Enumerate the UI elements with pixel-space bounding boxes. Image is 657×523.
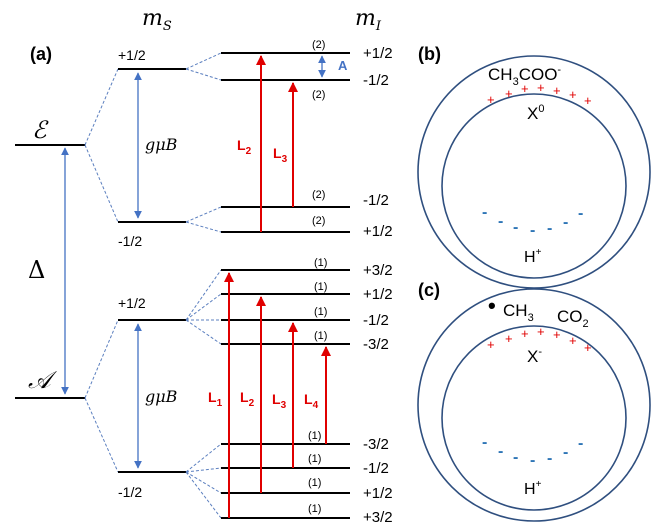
ring-outer-b [417, 55, 651, 289]
label-e: ℰ [32, 116, 49, 144]
mi-label-l7: +1/2 [363, 485, 393, 502]
label-a: 𝒜 [28, 366, 58, 394]
split-ms-2 [185, 206, 222, 233]
split-a [84, 319, 119, 473]
mi-label-l3: -1/2 [363, 312, 389, 329]
mi-label-l5: -3/2 [363, 436, 389, 453]
radical-dot-c: • [488, 293, 496, 318]
svg-text:+: + [584, 93, 592, 108]
svg-text:-: - [530, 222, 535, 239]
gmub-label-lower: gμB [145, 387, 178, 406]
svg-text:-: - [482, 204, 487, 221]
split-ms-3 [185, 269, 222, 345]
split-e [84, 68, 119, 223]
label-lower-l3: L3 [272, 391, 287, 411]
molecule-c-2: CO2 [557, 307, 589, 330]
mi-label-u3: -1/2 [363, 192, 389, 209]
mi-label-l4: -3/2 [363, 336, 389, 353]
svg-text:-: - [482, 434, 487, 451]
count-u1: (2) [312, 39, 325, 51]
minus-charges-b: - - - - - - - [482, 204, 583, 239]
bottom-label-c: H+ [524, 479, 542, 498]
count-l3: (1) [314, 306, 327, 318]
molecule-b: CH3COO- [488, 64, 561, 88]
ring-inner-c [441, 325, 627, 511]
ring-outer-c [417, 288, 651, 522]
count-l7: (1) [308, 477, 321, 489]
label-lower-l2: L2 [240, 389, 255, 409]
svg-text:+: + [553, 83, 561, 98]
svg-text:+: + [487, 337, 495, 352]
svg-text:+: + [569, 87, 577, 102]
svg-text:+: + [521, 81, 529, 96]
ms-label-upper-down: -1/2 [118, 233, 142, 249]
mi-header: mI [355, 6, 382, 34]
mi-label-u4: +1/2 [363, 223, 393, 240]
count-l1: (1) [314, 257, 327, 269]
svg-text:-: - [530, 452, 535, 469]
mi-label-u2: -1/2 [363, 72, 389, 89]
mi-label-l1: +3/2 [363, 262, 393, 279]
svg-text:-: - [578, 435, 583, 452]
svg-text:-: - [563, 214, 568, 231]
svg-text:+: + [505, 86, 513, 101]
svg-text:-: - [498, 213, 503, 230]
ms-label-upper-up: +1/2 [118, 47, 146, 63]
svg-text:-: - [547, 220, 552, 237]
panel-label-b: (b) [418, 44, 441, 64]
svg-text:-: - [498, 443, 503, 460]
label-lower-l4: L4 [304, 391, 319, 411]
svg-text:+: + [487, 92, 495, 107]
mi-label-l2: +1/2 [363, 286, 393, 303]
count-u3: (2) [312, 189, 325, 201]
svg-text:+: + [521, 326, 529, 341]
mi-label-l6: -1/2 [363, 460, 389, 477]
svg-text:+: + [537, 324, 545, 339]
count-u4: (2) [312, 215, 325, 227]
count-l2: (1) [314, 281, 327, 293]
ms-label-lower-down: -1/2 [118, 484, 142, 500]
molecule-c-1: CH3 [503, 301, 534, 324]
center-label-c: X- [527, 346, 542, 366]
label-lower-l1: L1 [208, 389, 223, 409]
count-l5: (1) [308, 430, 321, 442]
svg-text:-: - [513, 449, 518, 466]
split-ms-4 [185, 443, 222, 519]
bottom-label-b: H+ [524, 247, 542, 266]
panel-label-a: (a) [30, 44, 52, 64]
panel-label-c: (c) [418, 280, 440, 300]
ms-header: mS [142, 6, 172, 34]
plus-charges-b: + + + + + + + [487, 80, 592, 108]
svg-text:+: + [553, 327, 561, 342]
label-upper-l2: L2 [237, 137, 252, 157]
center-label-b: X0 [527, 103, 544, 123]
svg-text:-: - [563, 444, 568, 461]
ring-inner-b [441, 93, 627, 279]
label-upper-l3: L3 [273, 145, 288, 165]
split-ms-1 [185, 52, 222, 81]
count-l6: (1) [308, 453, 321, 465]
svg-text:+: + [537, 80, 545, 95]
svg-text:+: + [584, 340, 592, 355]
svg-text:+: + [569, 333, 577, 348]
svg-text:+: + [505, 331, 513, 346]
count-l4: (1) [314, 330, 327, 342]
mi-label-l8: +3/2 [363, 509, 393, 523]
count-l8: (1) [308, 503, 321, 515]
plus-charges-c: + + + + + + + [487, 324, 592, 355]
count-u2: (2) [312, 89, 325, 101]
svg-text:-: - [513, 219, 518, 236]
gmub-label-upper: gμB [145, 135, 178, 154]
ms-label-lower-up: +1/2 [118, 295, 146, 311]
label-delta: Δ [28, 256, 45, 284]
minus-charges-c: - - - - - - - [482, 434, 583, 469]
mi-label-u1: +1/2 [363, 45, 393, 62]
hyperfine-label: A [338, 58, 348, 73]
svg-text:-: - [578, 205, 583, 222]
svg-text:-: - [547, 450, 552, 467]
